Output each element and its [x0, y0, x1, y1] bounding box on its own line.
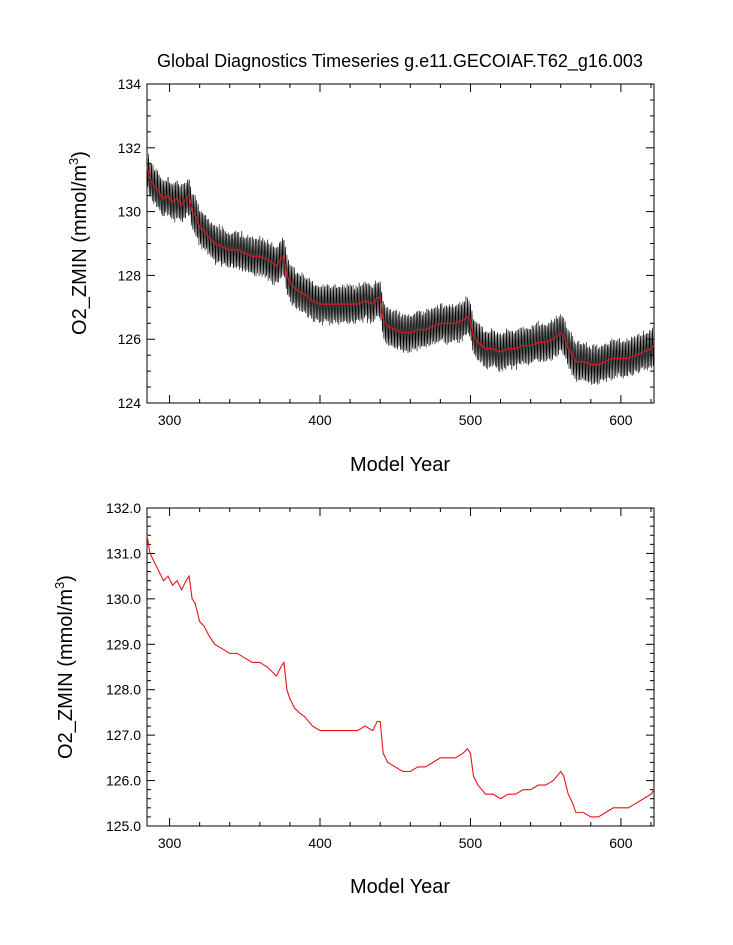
y-tick-label: 125.0 — [106, 818, 141, 834]
y-tick-label: 130 — [118, 204, 142, 220]
chart-title: Global Diagnostics Timeseries g.e11.GECO… — [157, 51, 643, 72]
bottom-y-axis-label-main: O2_ZMIN (mmol/m — [55, 589, 77, 759]
y-tick-label: 132 — [118, 140, 142, 156]
y-tick-label: 127.0 — [106, 727, 141, 743]
top-plot-frame — [146, 83, 655, 404]
top-mean-line — [146, 166, 655, 366]
y-tick-label: 128 — [118, 267, 142, 283]
x-tick-label: 300 — [158, 835, 182, 851]
top-x-axis-label: Model Year — [350, 454, 450, 476]
x-tick-label: 500 — [459, 412, 483, 428]
top-y-axis-label: O2_ZMIN (mmol/m3) — [66, 151, 91, 335]
y-tick-label: 128.0 — [106, 682, 141, 698]
x-tick-label: 600 — [609, 835, 633, 851]
bottom-y-axis-label-close: ) — [55, 575, 77, 582]
top-y-ticks: 124 126 128 130 132 134 — [118, 76, 654, 411]
top-y-axis-label-close: ) — [69, 151, 91, 158]
y-tick-label: 132.0 — [106, 500, 141, 516]
top-series-raw — [146, 149, 655, 385]
x-tick-label: 600 — [609, 412, 633, 428]
top-panel: 124 126 128 130 132 134 300 400 500 600 Model Ye… — [66, 76, 655, 476]
x-tick-label: 300 — [158, 412, 182, 428]
y-tick-label: 124 — [118, 395, 142, 411]
bottom-y-axis-label: O2_ZMIN (mmol/m3) — [52, 575, 77, 759]
y-tick-label: 130.0 — [106, 591, 141, 607]
x-tick-label: 400 — [308, 412, 332, 428]
bottom-x-ticks: 300 400 500 600 — [158, 508, 652, 851]
bottom-y-ticks: 125.0 126.0 127.0 128.0 129.0 130.0 131.0 132.0 — [106, 500, 654, 834]
y-tick-label: 126.0 — [106, 773, 141, 789]
y-tick-label: 126 — [118, 331, 142, 347]
bottom-x-axis-label: Model Year — [350, 876, 450, 898]
y-tick-label: 134 — [118, 76, 142, 92]
top-x-ticks: 300 400 500 600 — [158, 84, 652, 428]
top-y-axis-label-main: O2_ZMIN (mmol/m — [69, 165, 91, 335]
y-tick-label: 131.0 — [106, 545, 141, 561]
top-series-annual-mean — [146, 166, 655, 366]
x-tick-label: 400 — [308, 835, 332, 851]
y-tick-label: 129.0 — [106, 636, 141, 652]
top-raw-line — [146, 149, 655, 385]
bottom-plot-frame — [146, 507, 655, 827]
bottom-y-axis-label-superscript: 3 — [52, 582, 67, 589]
bottom-series-annual-mean — [146, 535, 655, 818]
top-y-axis-label-superscript: 3 — [66, 158, 81, 165]
x-tick-label: 500 — [459, 835, 483, 851]
bottom-mean-line — [146, 535, 655, 818]
bottom-panel: 125.0 126.0 127.0 128.0 129.0 130.0 131.0 132.0… — [52, 500, 655, 898]
